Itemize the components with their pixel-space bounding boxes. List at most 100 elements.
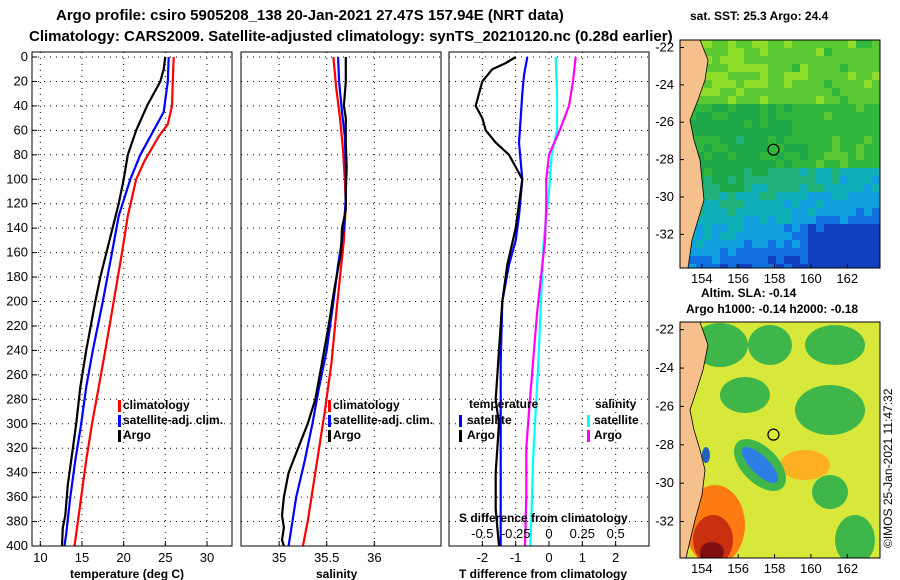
sst-cell <box>792 152 800 160</box>
sst-cell <box>720 264 728 268</box>
sst-cell <box>792 88 800 96</box>
sst-cell <box>856 200 864 208</box>
sst-cell <box>760 192 768 200</box>
sst-cell <box>768 224 776 232</box>
x-tick-label: 0 <box>545 550 552 565</box>
sst-cell <box>832 128 840 136</box>
sst-cell <box>720 184 728 192</box>
sst-cell <box>728 136 736 144</box>
sst-cell <box>728 56 736 64</box>
series-s-argo <box>523 56 577 546</box>
temperature-legend: climatology satellite-adj. clim. Argo <box>118 398 223 442</box>
sst-cell <box>864 144 872 152</box>
sst-cell <box>784 208 792 216</box>
sst-cell <box>856 112 864 120</box>
sst-cell <box>848 104 856 112</box>
salinity-frame <box>240 51 442 547</box>
sst-cell <box>704 120 712 128</box>
legend-climatology: climatology <box>333 398 400 412</box>
title-line-1: Argo profile: csiro 5905208_138 20-Jan-2… <box>56 7 564 24</box>
sst-cell <box>736 80 744 88</box>
sst-cell <box>744 80 752 88</box>
sst-cell <box>728 192 736 200</box>
y-tick-label: 200 <box>6 294 28 309</box>
sst-cell <box>792 48 800 56</box>
sst-cell <box>856 216 864 224</box>
sst-cell <box>872 240 880 248</box>
sst-cell <box>864 48 872 56</box>
sst-cell <box>808 80 816 88</box>
sst-cell <box>816 72 824 80</box>
sst-cell <box>792 240 800 248</box>
sst-cell <box>712 56 720 64</box>
sst-cell <box>736 160 744 168</box>
sst-cell <box>824 40 832 48</box>
sst-cell <box>856 144 864 152</box>
sst-cell <box>832 144 840 152</box>
sst-cell <box>768 104 776 112</box>
s-difference-xlabel: S difference from climatology <box>459 511 628 525</box>
sst-cell <box>744 256 752 264</box>
sst-cell <box>720 176 728 184</box>
sst-cell <box>792 192 800 200</box>
sst-cell <box>792 216 800 224</box>
sst-cell <box>792 104 800 112</box>
s-tick-label: 0 <box>545 526 552 541</box>
sst-cell <box>776 208 784 216</box>
sst-cell <box>800 256 808 264</box>
map-x-tick-label: 160 <box>800 271 822 286</box>
sst-cell <box>824 248 832 256</box>
argo-position-marker <box>767 428 780 441</box>
map-y-tick-label: -26 <box>655 114 674 129</box>
sst-cell <box>864 128 872 136</box>
sst-cell <box>864 88 872 96</box>
sst-cell <box>712 136 720 144</box>
sst-cell <box>792 128 800 136</box>
sst-cell <box>728 48 736 56</box>
legend-t-satellite: satellite <box>467 413 512 427</box>
sst-cell <box>776 96 784 104</box>
sst-cell <box>792 136 800 144</box>
series-s-satellite <box>529 56 559 546</box>
sst-cell <box>752 48 760 56</box>
sst-cell <box>824 192 832 200</box>
y-tick-label: 300 <box>6 416 28 431</box>
sst-cell <box>816 112 824 120</box>
sst-cell <box>840 120 848 128</box>
sst-cell <box>744 232 752 240</box>
sst-cell <box>728 216 736 224</box>
sst-cell <box>752 176 760 184</box>
sst-cell <box>840 160 848 168</box>
sla-eddy <box>700 542 724 558</box>
sst-cell <box>816 104 824 112</box>
y-tick-label: 320 <box>6 440 28 455</box>
sst-cell <box>840 216 848 224</box>
sst-cell <box>824 80 832 88</box>
sst-cell <box>784 80 792 88</box>
sst-cell <box>712 168 720 176</box>
sst-cell <box>848 184 856 192</box>
sst-cell <box>872 264 880 268</box>
sst-cell <box>832 240 840 248</box>
sst-cell <box>720 144 728 152</box>
sst-cell <box>784 160 792 168</box>
sla-map: Altim. SLA: -0.14 Argo h1000: -0.14 h200… <box>655 286 881 576</box>
sst-cell <box>776 56 784 64</box>
sst-cell <box>832 192 840 200</box>
difference-grid <box>449 52 649 547</box>
sst-cell <box>752 112 760 120</box>
sst-cell <box>848 88 856 96</box>
sst-cell <box>744 112 752 120</box>
sst-cell <box>800 248 808 256</box>
sst-cell <box>704 160 712 168</box>
sst-cell <box>696 112 704 120</box>
sst-cell <box>696 136 704 144</box>
sst-cell <box>776 216 784 224</box>
sst-cell <box>872 96 880 104</box>
sst-cell <box>816 240 824 248</box>
sst-cell <box>864 120 872 128</box>
sst-cell <box>752 96 760 104</box>
map-x-tick-label: 156 <box>727 561 749 576</box>
map-y-tick-label: -22 <box>655 39 674 54</box>
temperature-xlabel: temperature (deg C) <box>70 567 184 580</box>
